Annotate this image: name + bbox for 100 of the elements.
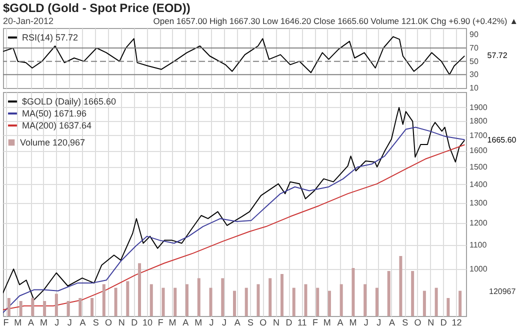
- bar: [186, 284, 189, 316]
- bar: [316, 288, 320, 316]
- x-tick-label: M: [323, 318, 331, 328]
- x-tick-label: A: [388, 318, 395, 328]
- x-tick-label: M: [168, 318, 176, 328]
- x-tick-label: N: [118, 318, 125, 328]
- x-tick-label: 10: [142, 318, 153, 328]
- bar: [411, 271, 414, 316]
- x-tick-label: 12: [452, 318, 462, 328]
- x-tick-label: F: [3, 318, 10, 328]
- x-tick-label: J: [364, 318, 368, 328]
- bar: [90, 298, 94, 316]
- bar: [292, 288, 296, 316]
- bar: [458, 290, 462, 316]
- x-tick-label: A: [28, 318, 34, 328]
- y-tick-label: 1200: [470, 218, 488, 228]
- x-tick-label: O: [414, 318, 422, 328]
- bar: [375, 288, 378, 316]
- y-tick-label: 50: [470, 56, 479, 66]
- bar: [174, 288, 177, 316]
- x-tick-label: S: [92, 318, 99, 328]
- bar: [7, 298, 10, 316]
- bar: [434, 288, 438, 316]
- annotation: 57.72: [487, 51, 508, 60]
- x-tick-label: M: [14, 318, 22, 328]
- x-tick-label: J: [222, 318, 226, 328]
- y-tick-label: 1600: [470, 146, 488, 156]
- bar: [422, 290, 426, 316]
- x-tick-label: A: [337, 318, 344, 328]
- bar: [102, 284, 106, 316]
- x-tick-label: N: [428, 318, 434, 328]
- legend-label: RSI(14) 57.72: [22, 32, 78, 42]
- text: 20-Jan-2012: [3, 16, 54, 26]
- bar: [19, 301, 22, 316]
- legend-label: MA(50) 1671.96: [22, 108, 87, 118]
- x-tick-label: O: [105, 318, 112, 328]
- y-tick-label: 10: [470, 84, 479, 92]
- y-tick-label: 90: [470, 30, 479, 40]
- bar: [31, 298, 34, 316]
- bar: [78, 298, 82, 316]
- y-tick-label: 1700: [470, 130, 488, 140]
- x-tick-label: N: [273, 318, 280, 328]
- x-tick-label: D: [286, 318, 293, 328]
- annotation: 1665.60: [487, 136, 517, 145]
- bar: [364, 284, 367, 316]
- x-tick-label: A: [182, 318, 189, 328]
- y-tick-label: 30: [470, 70, 479, 80]
- x-tick-label: J: [54, 318, 60, 328]
- bar: [209, 288, 212, 316]
- bar: [138, 263, 142, 316]
- y-tick-label: 1900: [470, 102, 488, 112]
- legend-label: $GOLD (Daily) 1665.60: [22, 96, 116, 106]
- y-tick-label: 1500: [470, 162, 488, 172]
- bar: [304, 284, 308, 316]
- bar: [256, 284, 260, 316]
- x-tick-label: O: [260, 318, 267, 328]
- chart-title: $GOLD (Gold - Spot Price (EOD)): [3, 1, 190, 15]
- bar: [197, 278, 200, 316]
- legend-label: Volume 120,967: [20, 138, 86, 148]
- bar: [221, 278, 224, 316]
- x-tick-label: D: [131, 318, 138, 328]
- x-tick-label: J: [209, 318, 214, 328]
- bar: [280, 274, 284, 316]
- bar: [43, 301, 46, 316]
- y-tick-label: 1100: [470, 240, 488, 250]
- bar: [399, 256, 402, 316]
- x-tick-label: M: [194, 318, 202, 328]
- x-tick-label: J: [376, 318, 382, 328]
- x-tick-label: M: [40, 318, 48, 328]
- bar: [244, 288, 248, 316]
- x-tick-label: A: [234, 318, 240, 328]
- bar: [162, 288, 165, 316]
- bar: [446, 298, 450, 316]
- bar: [114, 288, 118, 316]
- bar: [387, 271, 390, 316]
- bar: [328, 290, 331, 316]
- legend-label: MA(200) 1637.64: [22, 120, 92, 130]
- y-tick-label: 1400: [470, 180, 488, 189]
- y-tick-label: 1000: [470, 264, 488, 274]
- line-series: [3, 36, 465, 76]
- x-tick-label: 11: [297, 318, 307, 328]
- bar: [268, 278, 272, 316]
- x-tick-label: M: [349, 318, 357, 328]
- bar: [66, 301, 70, 316]
- text: Open 1657.00 High 1667.30 Low 1646.20 Close 1665.60 Volume 121.0K Chg +6.90 (+0.42%) ▲: [153, 16, 518, 26]
- y-tick-label: 1800: [470, 116, 488, 126]
- bar: [150, 284, 153, 316]
- x-tick-label: J: [67, 318, 72, 328]
- bar: [352, 268, 355, 316]
- x-tick-label: S: [402, 318, 408, 328]
- x-tick-label: D: [440, 318, 448, 328]
- x-tick-label: A: [80, 318, 86, 328]
- x-tick-label: F: [312, 318, 319, 328]
- x-tick-label: F: [158, 318, 164, 328]
- bar: [340, 284, 343, 316]
- bar: [54, 294, 58, 316]
- y-tick-label: 1300: [470, 198, 488, 208]
- y-tick-label: 70: [470, 44, 479, 52]
- bar: [233, 290, 236, 316]
- text: 120967: [489, 287, 516, 296]
